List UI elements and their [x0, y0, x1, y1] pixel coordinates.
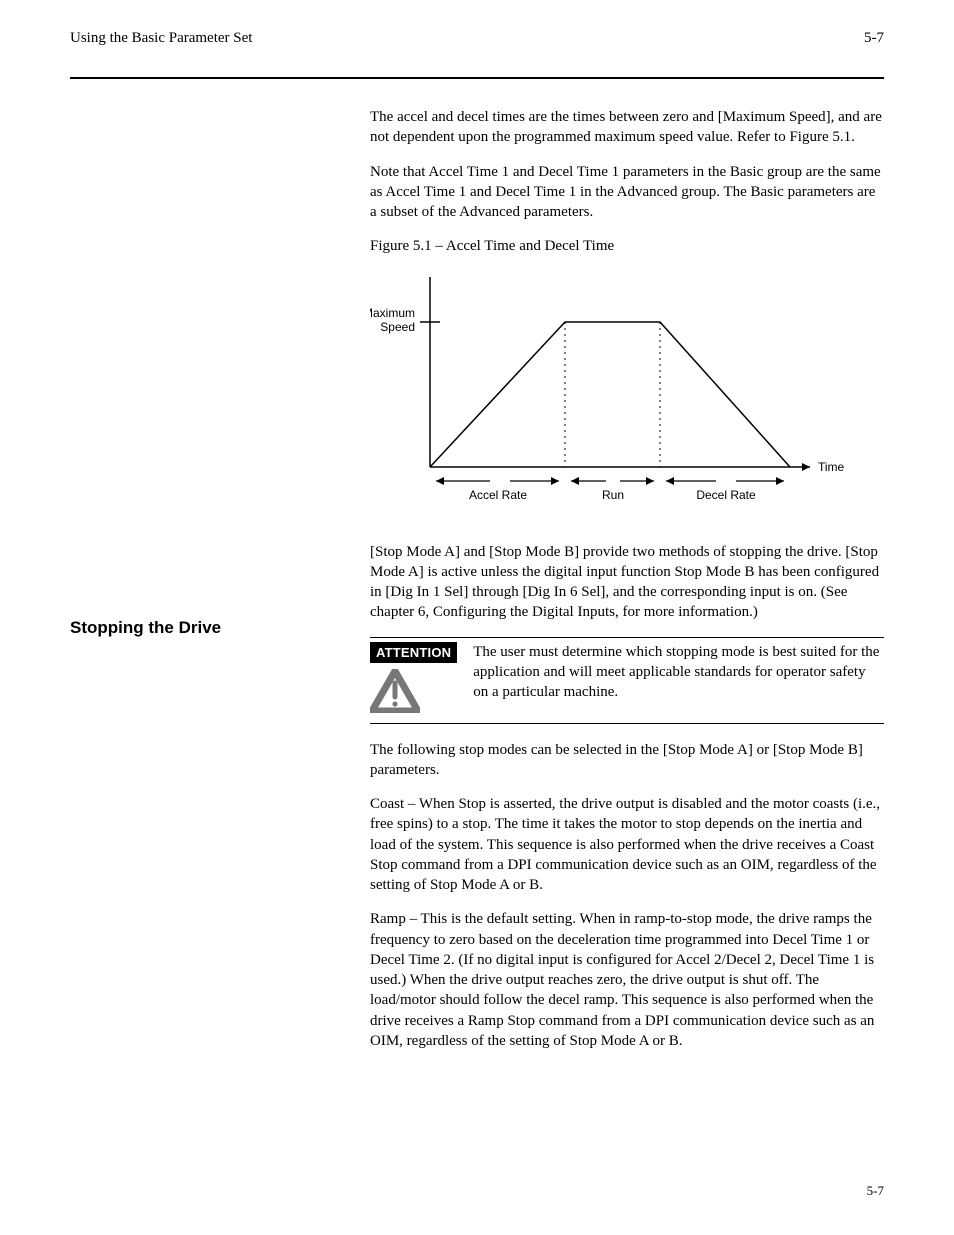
svg-text:Speed: Speed — [380, 320, 415, 334]
attention-text: The user must determine which stopping m… — [473, 642, 884, 703]
figure-caption-text: Accel Time and Decel Time — [446, 238, 614, 254]
intro-para-2: Note that Accel Time 1 and Decel Time 1 … — [370, 162, 884, 223]
warning-icon — [370, 669, 420, 713]
mode-para-intro: The following stop modes can be selected… — [370, 740, 884, 781]
figure-caption: Figure 5.1 – Accel Time and Decel Time — [370, 236, 884, 256]
page: Using the Basic Parameter Set 5-7 The ac… — [0, 0, 954, 1235]
figure-caption-label: Figure 5.1 — [370, 238, 432, 254]
svg-text:Maximum: Maximum — [370, 306, 415, 320]
running-head: Using the Basic Parameter Set 5-7 — [70, 30, 884, 47]
svg-text:Time: Time — [818, 460, 845, 474]
running-head-left: Using the Basic Parameter Set — [70, 30, 252, 47]
mode-para-ramp: Ramp – This is the default setting. When… — [370, 909, 884, 1051]
attention-box: ATTENTION The user must determine which … — [370, 637, 884, 724]
attention-label: ATTENTION — [370, 642, 457, 663]
intro-para-1: The accel and decel times are the times … — [370, 107, 884, 148]
mode-para-coast: Coast – When Stop is asserted, the drive… — [370, 794, 884, 895]
stop-para-1: [Stop Mode A] and [Stop Mode B] provide … — [370, 542, 884, 623]
content-column: The accel and decel times are the times … — [370, 107, 884, 532]
svg-text:Decel Rate: Decel Rate — [696, 488, 756, 502]
trapezoid-svg: Maximum Speed Accel Rate Run Decel Rate … — [370, 267, 850, 527]
stop-block: [Stop Mode A] and [Stop Mode B] provide … — [370, 542, 884, 1052]
section-heading: Stopping the Drive — [70, 618, 221, 638]
footer: 5-7 — [70, 1183, 884, 1199]
svg-text:Accel Rate: Accel Rate — [469, 488, 527, 502]
figure-trapezoid: Maximum Speed Accel Rate Run Decel Rate … — [370, 267, 884, 532]
running-head-right: 5-7 — [864, 30, 884, 47]
footer-right: 5-7 — [867, 1183, 884, 1199]
stopping-heading: Stopping the Drive — [70, 618, 221, 638]
svg-text:Run: Run — [602, 488, 624, 502]
